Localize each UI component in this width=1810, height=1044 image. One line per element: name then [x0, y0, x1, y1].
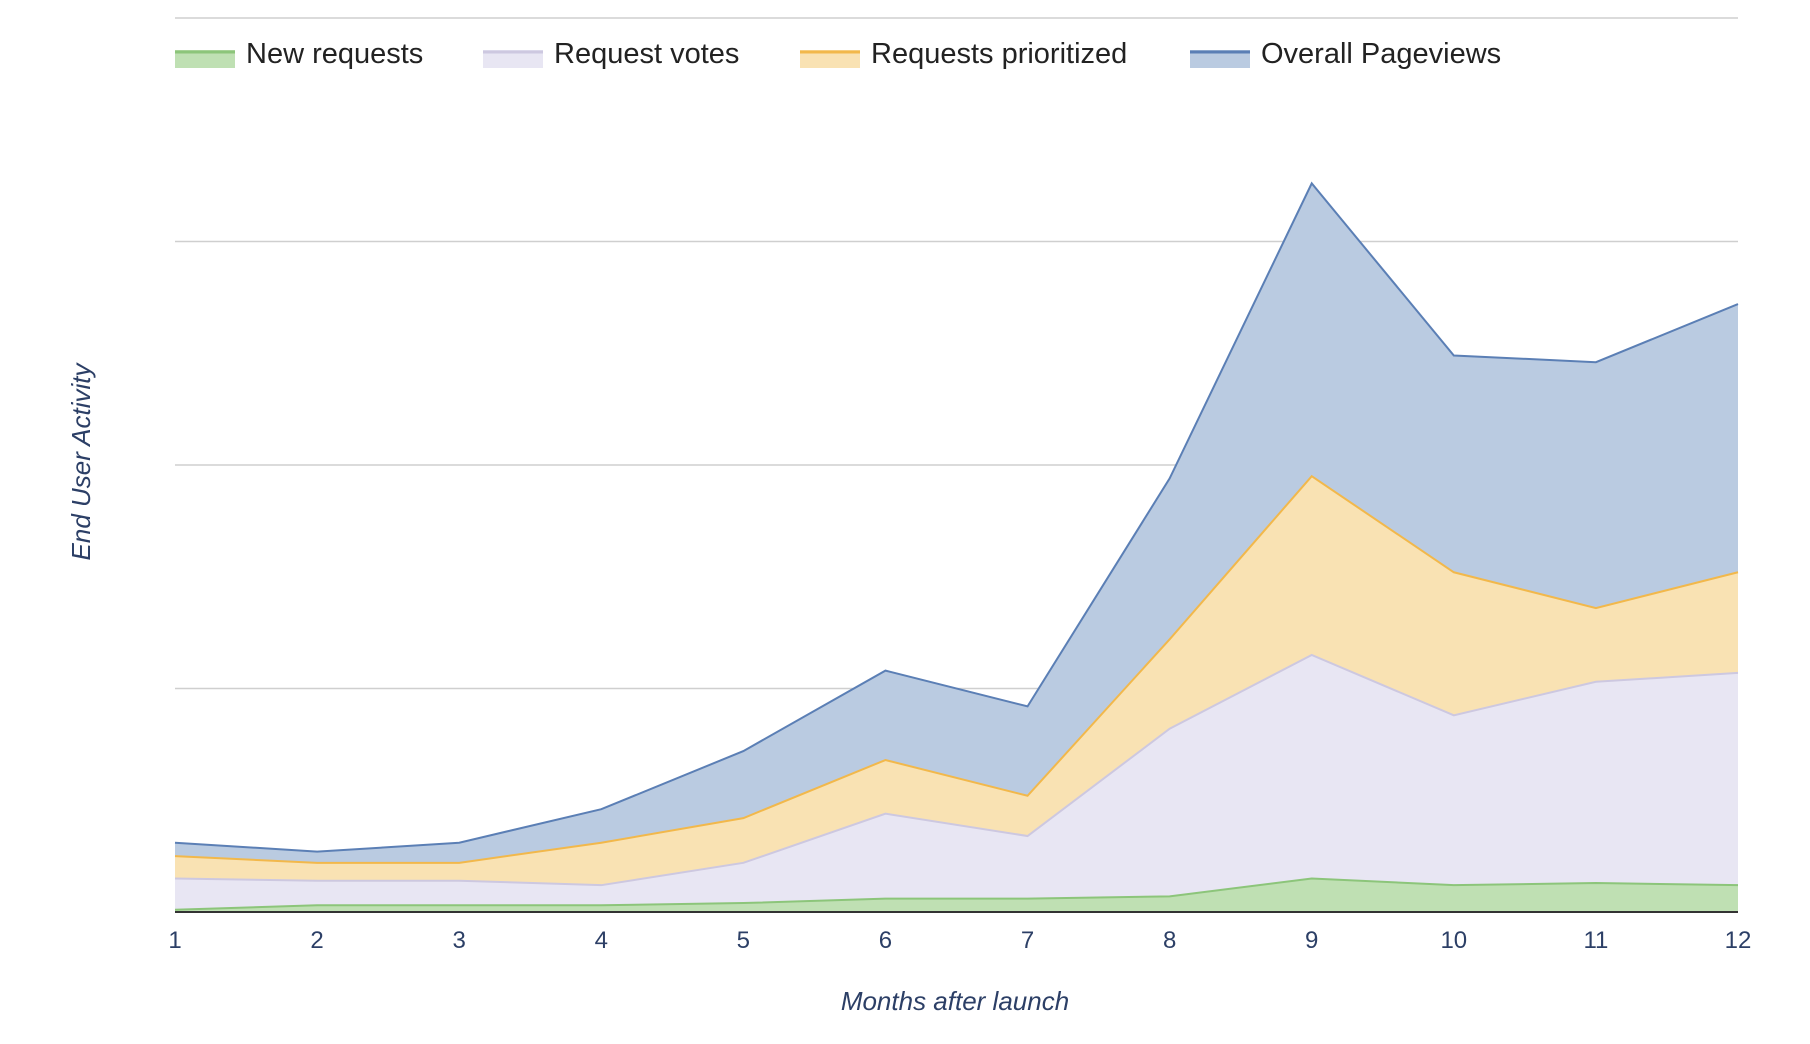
series-areas [175, 183, 1738, 912]
area-series-0 [175, 878, 1738, 912]
x-tick-label: 9 [1305, 927, 1318, 954]
legend-swatch [800, 50, 860, 68]
line-series-0 [174, 877, 1739, 911]
x-axis-title: Months after launch [841, 986, 1069, 1016]
line-series-2 [174, 474, 1739, 864]
legend-label: New requests [246, 38, 423, 70]
area-series-3 [175, 183, 1738, 863]
y-axis-title: End User Activity [66, 362, 96, 561]
x-tick-label: 11 [1583, 927, 1608, 954]
x-tick-label: 10 [1440, 927, 1467, 954]
legend-swatch [1190, 50, 1250, 68]
x-tick-label: 4 [595, 927, 608, 954]
line-series-3 [174, 181, 1739, 853]
area-series-2 [175, 476, 1738, 886]
legend-label: Request votes [554, 38, 739, 70]
x-tick-label: 3 [453, 927, 466, 954]
x-tick-label: 5 [737, 927, 750, 954]
legend-swatch [483, 50, 543, 68]
series-lines [174, 181, 1739, 911]
legend: New requests Request votes Requests priori… [175, 38, 1501, 70]
legend-swatch [175, 50, 235, 68]
x-tick-label: 6 [879, 927, 892, 954]
x-tick-label: 2 [310, 927, 323, 954]
x-tick-label: 7 [1021, 927, 1034, 954]
legend-label: Requests prioritized [871, 38, 1127, 70]
legend-label: Overall Pageviews [1261, 38, 1501, 70]
x-tick-label: 12 [1725, 927, 1752, 954]
x-tick-label: 8 [1163, 927, 1176, 954]
x-axis-ticks: 1 2 3 4 5 6 7 8 9 10 11 12 [168, 927, 1751, 954]
x-tick-label: 1 [168, 927, 181, 954]
line-series-1 [174, 653, 1739, 887]
area-series-1 [175, 654, 1738, 910]
